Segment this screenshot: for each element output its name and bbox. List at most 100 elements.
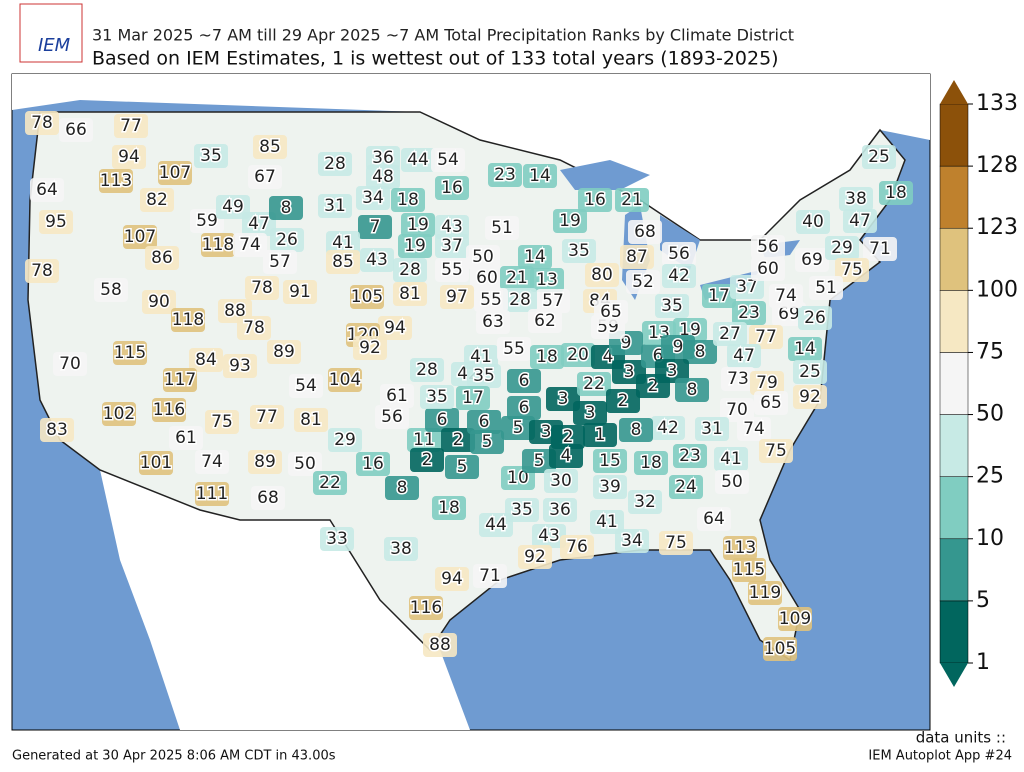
district-fill: [713, 322, 747, 346]
district-fill: [205, 410, 239, 434]
district-fill: [467, 364, 501, 388]
district-rank: 92: [799, 387, 821, 407]
district-rank: 76: [566, 537, 588, 557]
district-rank: 55: [441, 260, 463, 280]
district-fill: [114, 114, 148, 138]
footer-generated: Generated at 30 Apr 2025 8:06 AM CDT in …: [12, 749, 336, 764]
district-rank: 107: [124, 227, 156, 247]
footer-app: IEM Autoplot App #24: [868, 749, 1012, 764]
district-fill: [140, 188, 174, 212]
district-fill: [94, 278, 128, 302]
district-fill: [435, 567, 469, 591]
district-rank: 67: [254, 167, 276, 187]
district-fill: [289, 374, 323, 398]
district-rank: 77: [256, 407, 278, 427]
district-fill: [778, 607, 812, 631]
district-rank: 57: [542, 291, 564, 311]
district-fill: [628, 220, 662, 244]
district-fill: [171, 308, 205, 332]
district-rank: 64: [36, 180, 58, 200]
district-fill: [385, 476, 419, 500]
district-fill: [393, 282, 427, 306]
district-fill: [634, 451, 668, 475]
district-rank: 105: [351, 287, 383, 307]
district-rank: 49: [222, 197, 244, 217]
district-rank: 78: [31, 113, 53, 133]
district-fill: [393, 258, 427, 282]
district-rank: 65: [760, 393, 782, 413]
district-rank: 25: [799, 362, 821, 382]
district-rank: 42: [657, 418, 679, 438]
district-rank: 119: [749, 583, 781, 603]
district-fill: [720, 398, 754, 422]
district-rank: 54: [437, 150, 459, 170]
district-rank: 32: [634, 492, 656, 512]
district-fill: [737, 417, 771, 441]
district-rank: 38: [845, 189, 867, 209]
district-rank: 18: [885, 183, 907, 203]
district-rank: 64: [703, 509, 725, 529]
district-rank: 19: [404, 236, 426, 256]
district-rank: 117: [164, 370, 196, 390]
district-rank: 113: [100, 171, 132, 191]
district-rank: 50: [294, 454, 316, 474]
district-rank: 28: [416, 360, 438, 380]
district-fill: [201, 233, 235, 257]
district-rank: 23: [738, 303, 760, 323]
district-fill: [793, 385, 827, 409]
district-fill: [549, 444, 583, 468]
district-rank: 56: [668, 244, 690, 264]
district-rank: 35: [200, 146, 222, 166]
colorbar-tick-label: 133: [976, 91, 1018, 116]
district-fill: [655, 359, 689, 383]
district-fill: [223, 354, 257, 378]
district-rank: 78: [31, 261, 53, 281]
district-rank: 35: [511, 500, 533, 520]
district-rank: 25: [868, 147, 890, 167]
district-rank: 16: [362, 454, 384, 474]
district-rank: 92: [359, 338, 381, 358]
title: 31 Mar 2025 ~7 AM till 29 Apr 2025 ~7 AM…: [92, 26, 794, 45]
district-fill: [267, 340, 301, 364]
district-rank: 2: [563, 427, 574, 447]
district-fill: [283, 280, 317, 304]
district-fill: [328, 428, 362, 452]
district-fill: [253, 135, 287, 159]
district-rank: 2: [422, 450, 433, 470]
district-fill: [546, 387, 580, 411]
district-rank: 81: [399, 284, 421, 304]
district-rank: 86: [151, 248, 173, 268]
district-rank: 19: [559, 211, 581, 231]
district-rank: 31: [701, 419, 723, 439]
district-fill: [435, 176, 469, 200]
district-fill: [139, 451, 173, 475]
colorbar-tick-label: 75: [976, 339, 1004, 364]
district-rank: 29: [831, 238, 853, 258]
district-rank: 50: [721, 472, 743, 492]
district-fill: [245, 276, 279, 300]
district-fill: [714, 447, 748, 471]
district-rank: 68: [257, 488, 279, 508]
district-rank: 70: [726, 400, 748, 420]
colorbar-bin: [939, 103, 969, 167]
district-fill: [145, 246, 179, 270]
district-fill: [328, 368, 362, 392]
district-rank: 89: [254, 452, 276, 472]
district-fill: [263, 250, 297, 274]
district-rank: 36: [372, 148, 394, 168]
district-rank: 74: [201, 452, 223, 472]
district-fill: [485, 216, 519, 240]
district-fill: [751, 235, 785, 259]
district-fill: [505, 498, 539, 522]
district-fill: [606, 389, 640, 413]
district-rank: 5: [482, 432, 493, 452]
district-fill: [488, 163, 522, 187]
district-fill: [628, 490, 662, 514]
district-fill: [476, 310, 510, 334]
district-rank: 87: [626, 247, 648, 267]
district-rank: 4: [561, 446, 572, 466]
district-rank: 18: [536, 347, 558, 367]
district-rank: 94: [118, 147, 140, 167]
district-rank: 104: [329, 370, 361, 390]
district-rank: 94: [441, 569, 463, 589]
